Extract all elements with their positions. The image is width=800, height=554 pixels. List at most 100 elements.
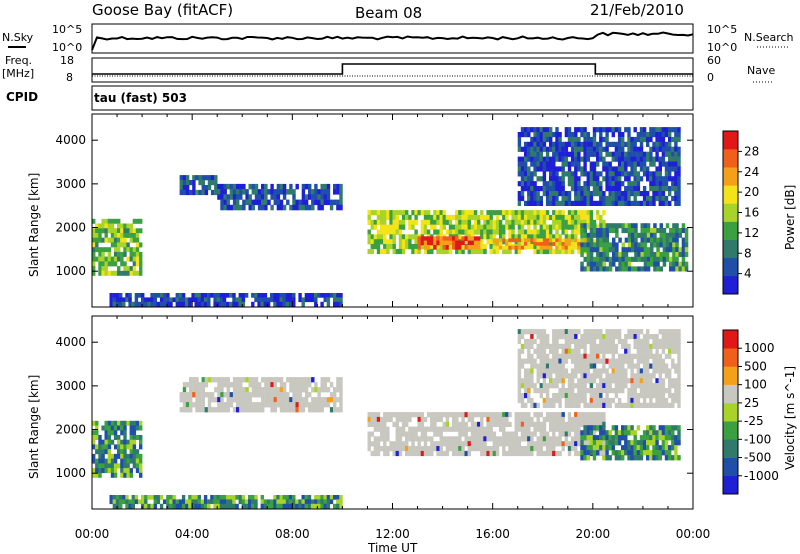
- velocity-cell: [646, 435, 650, 441]
- power-cell: [577, 191, 581, 197]
- power-cell: [101, 247, 105, 253]
- velocity-cell: [239, 402, 243, 408]
- power-cell: [134, 297, 139, 303]
- velocity-cell: [508, 412, 512, 418]
- velocity-cell: [517, 348, 522, 354]
- power-cell: [664, 186, 669, 192]
- power-cell: [624, 266, 629, 272]
- velocity-cell: [549, 416, 553, 423]
- power-cell: [508, 242, 512, 246]
- power-cell: [549, 195, 553, 202]
- power-cell: [580, 214, 584, 221]
- power-cell: [436, 248, 440, 255]
- power-cell: [524, 161, 528, 167]
- velocity-cell: [376, 441, 381, 447]
- power-cell: [552, 186, 556, 192]
- power-cell: [633, 176, 637, 182]
- power-cell: [119, 301, 123, 307]
- velocity-cell: [383, 412, 387, 418]
- velocity-cell: [98, 468, 102, 474]
- power-cell: [533, 210, 537, 216]
- power-cell: [261, 189, 265, 195]
- velocity-cell: [592, 445, 597, 451]
- velocity-cell: [473, 431, 478, 437]
- velocity-cell: [477, 441, 481, 447]
- power-cell: [467, 229, 471, 235]
- velocity-cell: [624, 383, 628, 389]
- velocity-cell: [520, 348, 525, 354]
- velocity-cell: [129, 439, 133, 445]
- velocity-cell: [536, 329, 540, 335]
- velocity-cell: [113, 453, 118, 459]
- power-cell: [420, 219, 425, 225]
- power-cell: [624, 256, 629, 262]
- power-cell: [323, 293, 327, 298]
- velocity-cell: [467, 446, 471, 452]
- velocity-cell: [580, 416, 584, 423]
- power-cell: [455, 219, 459, 225]
- velocity-cell: [614, 425, 619, 431]
- power-cell: [639, 191, 644, 197]
- velocity-cell: [286, 392, 290, 398]
- power-cell: [455, 224, 459, 230]
- velocity-cell: [110, 468, 115, 474]
- power-cell: [664, 132, 669, 138]
- velocity-cell: [589, 373, 594, 379]
- power-cell: [599, 256, 603, 262]
- velocity-cell: [370, 441, 374, 447]
- velocity-cell: [214, 407, 218, 413]
- power-cell: [386, 210, 390, 216]
- velocity-cell: [533, 329, 537, 335]
- velocity-cell: [524, 412, 528, 418]
- velocity-cell: [408, 446, 412, 452]
- velocity-cell: [470, 416, 475, 423]
- power-cell: [314, 297, 318, 303]
- velocity-cell: [664, 455, 669, 461]
- power-cell: [599, 214, 603, 221]
- power-cell: [527, 191, 531, 197]
- power-cell: [426, 240, 431, 246]
- velocity-cell: [517, 378, 522, 384]
- velocity-ylabel: Slant Range [km]: [27, 375, 41, 479]
- power-cell: [655, 127, 659, 133]
- power-cell: [665, 242, 670, 248]
- velocity-cell: [558, 368, 562, 374]
- velocity-cell: [520, 334, 525, 340]
- velocity-cell: [126, 453, 130, 459]
- velocity-cell: [423, 441, 428, 447]
- power-cell: [555, 234, 559, 240]
- velocity-cell: [189, 402, 193, 408]
- velocity-cell: [617, 338, 622, 345]
- velocity-cell: [195, 402, 199, 408]
- power-cell: [542, 136, 547, 143]
- velocity-cell: [223, 392, 227, 398]
- power-cell: [386, 244, 390, 250]
- velocity-cell: [279, 407, 284, 413]
- velocity-cell: [367, 446, 371, 452]
- velocity-cell: [436, 412, 440, 418]
- velocity-cell: [314, 387, 318, 393]
- velocity-cell: [671, 383, 675, 389]
- velocity-cell: [668, 383, 672, 389]
- power-cell: [558, 242, 562, 246]
- power-cell: [110, 270, 115, 276]
- power-cell: [592, 181, 597, 187]
- velocity-cell: [442, 412, 446, 418]
- power-cell: [672, 223, 676, 229]
- power-cell: [505, 214, 509, 221]
- power-cell: [592, 161, 597, 167]
- velocity-cell: [614, 455, 619, 461]
- colorbar-band: [723, 239, 738, 259]
- velocity-cell: [589, 445, 594, 451]
- velocity-cell: [661, 393, 666, 399]
- power-cell: [426, 245, 431, 250]
- velocity-cell: [567, 402, 572, 408]
- velocity-cell: [492, 431, 497, 437]
- power-cell: [405, 244, 409, 250]
- power-cell: [536, 127, 540, 133]
- velocity-cell: [668, 393, 672, 399]
- power-cell: [236, 189, 240, 195]
- velocity-cell: [273, 402, 277, 408]
- power-cell: [144, 301, 148, 307]
- power-cell: [564, 229, 569, 235]
